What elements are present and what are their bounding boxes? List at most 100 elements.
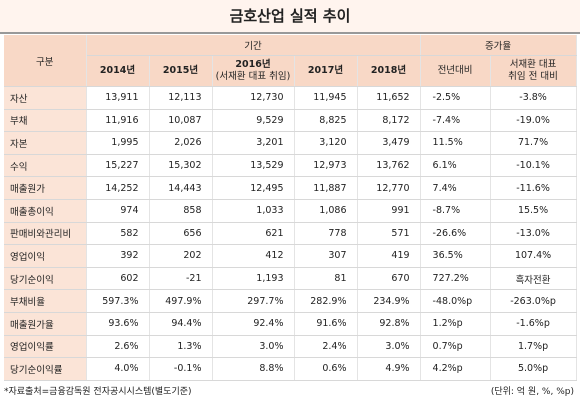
cell: 7.4%	[420, 176, 491, 200]
cell: 2.6%	[86, 335, 150, 359]
column-header-line: 2018년	[370, 65, 407, 76]
cell: 15,302	[149, 154, 213, 178]
cell: 12,973	[294, 154, 358, 178]
cell: 0.7%p	[420, 335, 491, 359]
cell: 15,227	[86, 154, 150, 178]
row-label: 당기순이익률	[4, 357, 87, 381]
cell: -11.6%	[490, 176, 577, 200]
cell: 1.7%p	[490, 335, 577, 359]
cell: -48.0%p	[420, 289, 491, 313]
header-cell: 증가율	[420, 35, 577, 56]
column-header-line: 2015년	[162, 65, 199, 76]
column-header-line: 서재환 대표	[509, 59, 557, 70]
row-label: 매출원가	[4, 176, 87, 200]
cell: 8,172	[357, 109, 421, 133]
cell: 1,033	[212, 199, 295, 223]
cell: 12,730	[212, 86, 295, 110]
table-row: 부채비율 597.3% 497.9% 297.7% 282.9% 234.9% -48.0%…	[4, 289, 577, 313]
table-row: 판매비와관리비 582 656 621 778 571 -26.6% -13.0%	[4, 222, 577, 246]
cell: 234.9%	[357, 289, 421, 313]
cell: 8.8%	[212, 357, 295, 381]
row-label: 영업이익	[4, 244, 87, 268]
cell: -1.6%p	[490, 312, 577, 336]
cell: 13,762	[357, 154, 421, 178]
cell: -263.0%p	[490, 289, 577, 313]
cell: 13,529	[212, 154, 295, 178]
row-label: 자산	[4, 86, 87, 110]
table-row: 매출원가 14,252 14,443 12,495 11,887 12,770 7.4% -1…	[4, 176, 577, 200]
cell: 778	[294, 222, 358, 246]
cell: 92.8%	[357, 312, 421, 336]
column-header: 2014년	[86, 55, 150, 87]
cell: 5.0%p	[490, 357, 577, 381]
cell: 8,825	[294, 109, 358, 133]
cell: 2.4%	[294, 335, 358, 359]
column-header-line: 2016년	[235, 59, 271, 70]
cell: 6.1%	[420, 154, 491, 178]
row-label: 판매비와관리비	[4, 222, 87, 246]
cell: 3.0%	[357, 335, 421, 359]
cell: 10,087	[149, 109, 213, 133]
cell: -13.0%	[490, 222, 577, 246]
table-row: 영업이익 392 202 412 307 419 36.5% 107.4%	[4, 244, 577, 268]
cell: 12,495	[212, 176, 295, 200]
table-row: 매출총이익 974 858 1,033 1,086 991 -8.7% 15.5%	[4, 199, 577, 223]
cell: -0.1%	[149, 357, 213, 381]
cell: 9,529	[212, 109, 295, 133]
column-header-line: (서재환 대표 취임)	[215, 71, 291, 82]
cell: 81	[294, 267, 358, 291]
cell: 91.6%	[294, 312, 358, 336]
cell: 297.7%	[212, 289, 295, 313]
title: 금호산업 실적 추이	[0, 0, 580, 34]
table-row: 자본 1,995 2,026 3,201 3,120 3,479 11.5% 71.7%	[4, 131, 577, 155]
cell: -7.4%	[420, 109, 491, 133]
column-header: 2017년	[294, 55, 358, 87]
table: 구분 기간 증가율 2014년 2015년 2016년 (서재환 대표 취임) 2017…	[4, 35, 577, 381]
cell: 흑자전환	[490, 267, 577, 291]
cell: -21	[149, 267, 213, 291]
column-header: 2016년 (서재환 대표 취임)	[212, 55, 295, 87]
cell: 11,652	[357, 86, 421, 110]
cell: 282.9%	[294, 289, 358, 313]
cell: 11.5%	[420, 131, 491, 155]
header-cell: 기간	[86, 35, 421, 56]
cell: -2.5%	[420, 86, 491, 110]
cell: 4.2%p	[420, 357, 491, 381]
row-label: 영업이익률	[4, 335, 87, 359]
cell: 602	[86, 267, 150, 291]
cell: 4.9%	[357, 357, 421, 381]
row-label: 부채	[4, 109, 87, 133]
column-header: 2015년	[149, 55, 213, 87]
cell: 92.4%	[212, 312, 295, 336]
cell: 15.5%	[490, 199, 577, 223]
cell: 3.0%	[212, 335, 295, 359]
cell: 12,113	[149, 86, 213, 110]
cell: 71.7%	[490, 131, 577, 155]
cell: -3.8%	[490, 86, 577, 110]
table-row: 자산 13,911 12,113 12,730 11,945 11,652 -2.5% -3.…	[4, 86, 577, 110]
cell: 1.3%	[149, 335, 213, 359]
cell: -10.1%	[490, 154, 577, 178]
table-row: 당기순이익률 4.0% -0.1% 8.8% 0.6% 4.9% 4.2%p 5.0%p	[4, 357, 577, 381]
table-row: 부채 11,916 10,087 9,529 8,825 8,172 -7.4% -19.0%	[4, 109, 577, 133]
cell: 497.9%	[149, 289, 213, 313]
column-header-line: 2017년	[307, 65, 344, 76]
cell: 3,479	[357, 131, 421, 155]
cell: 4.0%	[86, 357, 150, 381]
cell: 1,086	[294, 199, 358, 223]
cell: 3,120	[294, 131, 358, 155]
source-note: *자료출처=금융감독원 전자공시시스템(별도기준)	[4, 387, 192, 397]
column-header: 2018년	[357, 55, 421, 87]
row-label: 매출총이익	[4, 199, 87, 223]
column-header: 전년대비	[420, 55, 491, 87]
cell: 656	[149, 222, 213, 246]
column-header: 서재환 대표 취임 전 대비	[490, 55, 577, 87]
table-row: 매출원가율 93.6% 94.4% 92.4% 91.6% 92.8% 1.2%p -1.6%…	[4, 312, 577, 336]
cell: 11,945	[294, 86, 358, 110]
column-header-line: 취임 전 대비	[508, 71, 558, 82]
cell: 582	[86, 222, 150, 246]
row-label: 당기순이익	[4, 267, 87, 291]
cell: 13,911	[86, 86, 150, 110]
cell: 597.3%	[86, 289, 150, 313]
cell: 14,443	[149, 176, 213, 200]
